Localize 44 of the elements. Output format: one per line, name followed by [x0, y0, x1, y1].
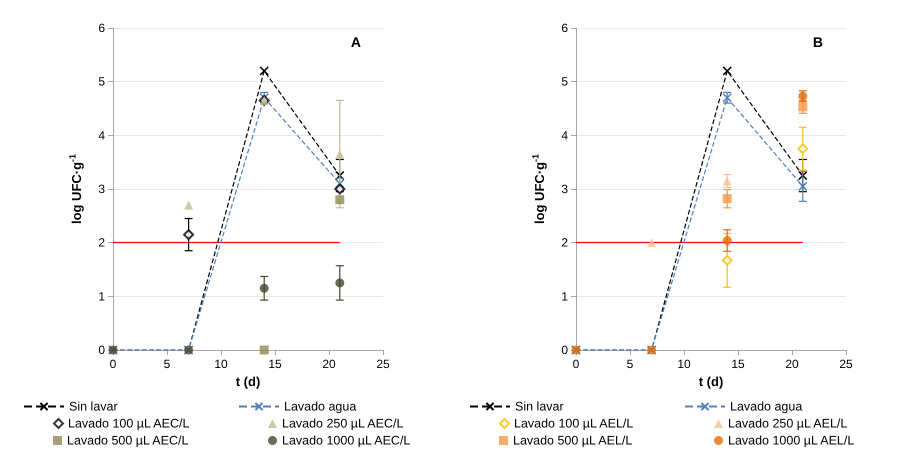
x-axis-title: t (d) [698, 374, 724, 389]
legend-label: Lavado 100 µL AEC/L [68, 416, 190, 430]
x-tick-label: 25 [839, 357, 853, 371]
x-axis-title: t (d) [236, 374, 260, 389]
y-axis-title: log UFC·g-1 [530, 154, 547, 224]
legend-label: Lavado agua [730, 400, 802, 414]
y-tick-label: 1 [561, 289, 568, 304]
y-tick-label: 0 [561, 343, 568, 357]
y-tick-label: 0 [98, 343, 106, 357]
y-tick-label: 5 [561, 74, 568, 89]
legend-label: Lavado 500 µL AEC/L [67, 434, 188, 448]
x-tick-label: 5 [164, 357, 171, 371]
y-tick-label: 3 [561, 182, 568, 196]
y-tick-label: 2 [561, 236, 568, 250]
y-tick-label: 4 [98, 128, 106, 142]
legend-label: Lavado 1000 µL AEL/L [728, 434, 854, 448]
legend-label: Sin lavar [69, 400, 118, 414]
y-tick-label: 2 [98, 236, 106, 250]
x-tick-label: 5 [626, 357, 634, 371]
x-tick-label: 10 [677, 357, 691, 371]
x-tick-label: 20 [322, 357, 336, 371]
legend-label: Lavado 100 µL AEL/L [514, 416, 634, 430]
y-tick-label: 6 [561, 21, 568, 35]
x-tick-label: 10 [214, 357, 228, 371]
x-tick-label: 15 [731, 357, 745, 371]
x-tick-label: 20 [785, 357, 799, 371]
x-tick-label: 0 [572, 357, 580, 371]
y-tick-label: 1 [98, 289, 106, 304]
x-tick-label: 0 [110, 357, 117, 371]
legend-label: Lavado 1000 µL AEC/L [282, 434, 410, 448]
legend-label: Sin lavar [515, 400, 564, 414]
legend-label: Lavado 250 µL AEL/L [728, 416, 848, 430]
legend-label: Lavado 250 µL AEC/L [282, 416, 404, 430]
y-tick-label: 6 [98, 21, 106, 35]
x-tick-label: 15 [268, 357, 282, 371]
y-tick-label: 3 [98, 182, 106, 196]
y-tick-label: 5 [98, 74, 106, 89]
legend-label: Lavado agua [284, 400, 356, 414]
chart-title: A [350, 34, 362, 50]
y-axis-title: log UFC·g-1 [68, 154, 84, 224]
chart-title: B [812, 34, 824, 50]
legend-label: Lavado 500 µL AEL/L [513, 434, 632, 448]
y-tick-label: 4 [561, 128, 568, 142]
x-tick-label: 25 [376, 357, 390, 371]
